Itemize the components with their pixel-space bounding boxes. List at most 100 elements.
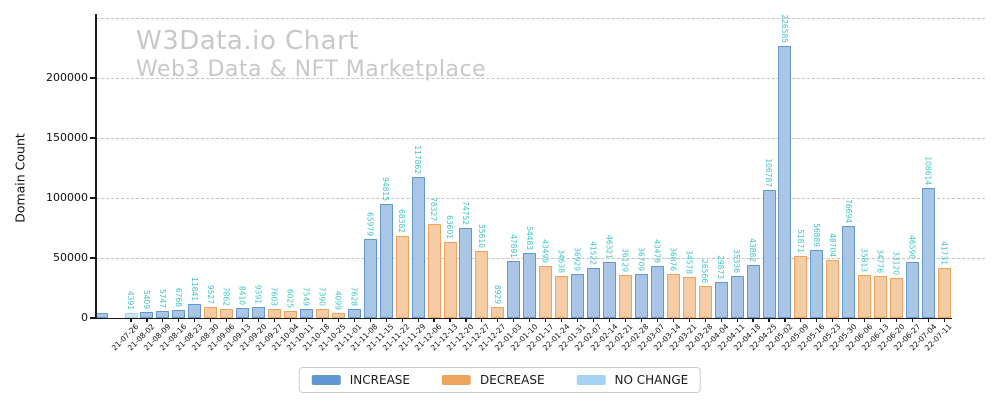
bar: [618, 274, 632, 318]
y-tick-label: 200000: [46, 71, 88, 84]
bar: [331, 313, 345, 318]
x-tick: [305, 318, 308, 322]
gridline: [96, 138, 985, 139]
x-tick: [561, 318, 563, 322]
x-tick: [130, 318, 132, 322]
bar: [156, 311, 170, 318]
gridline: [96, 78, 985, 79]
x-tick: [736, 318, 738, 322]
bar: [794, 255, 808, 318]
bar-value-label: 7603: [269, 286, 279, 306]
gridline: [96, 258, 985, 259]
bar-value-label: 65979: [365, 211, 375, 236]
bar-value-label: 48704: [827, 232, 837, 257]
bar-value-label: 6768: [173, 287, 183, 307]
bar-value-label: 46321: [604, 235, 614, 260]
bar: [587, 268, 601, 318]
legend-label: INCREASE: [349, 373, 410, 387]
y-axis-spine: [95, 14, 97, 318]
bar-value-label: 34776: [875, 249, 885, 274]
bar: [730, 275, 744, 318]
x-tick: [321, 318, 323, 322]
legend-label: NO CHANGE: [614, 373, 689, 387]
legend-item-decrease: DECREASE: [441, 373, 545, 387]
bar-value-label: 56889: [811, 222, 821, 247]
decrease-swatch-icon: [441, 375, 471, 385]
x-tick: [258, 318, 260, 322]
bar: [523, 252, 537, 318]
bar: [268, 308, 282, 318]
y-tick-label: 100000: [46, 191, 88, 204]
bar-value-label: 8929: [492, 285, 502, 305]
bar-value-label: 7390: [317, 287, 327, 307]
bar: [762, 189, 776, 318]
bar: [379, 204, 393, 318]
bar: [363, 238, 377, 318]
bar-value-label: 26566: [700, 259, 710, 284]
x-tick: [194, 318, 196, 322]
x-tick: [273, 318, 276, 322]
x-tick: [752, 318, 754, 322]
x-tick: [337, 318, 339, 322]
bar: [124, 312, 138, 318]
bar-value-label: 35813: [859, 248, 869, 273]
bar-value-label: 7549: [301, 286, 311, 306]
bar: [443, 241, 457, 318]
bar: [507, 260, 521, 318]
bar: [826, 259, 840, 318]
bar: [236, 307, 250, 318]
bar: [874, 276, 888, 318]
increase-swatch-icon: [311, 375, 341, 385]
bar-value-label: 4391: [126, 290, 135, 310]
y-tick-label: 50000: [53, 251, 88, 264]
x-tick: [497, 318, 499, 322]
bar-value-label: 4099: [333, 290, 343, 311]
x-tick: [768, 318, 770, 322]
x-tick: [529, 318, 531, 322]
bar: [906, 262, 920, 318]
bar-value-label: 78327: [429, 197, 439, 221]
bar-value-label: 36129: [620, 247, 630, 272]
x-tick: [864, 318, 866, 322]
bar: [937, 267, 951, 318]
x-tick: [911, 318, 914, 322]
x-tick: [577, 318, 579, 322]
bar: [555, 276, 569, 318]
bar-value-label: 51871: [795, 228, 805, 253]
x-tick: [816, 318, 818, 322]
no-change-swatch-icon: [576, 375, 606, 385]
bar-value-label: 36929: [572, 246, 582, 271]
bar-value-label: 43478: [652, 238, 662, 263]
bar: [395, 235, 409, 318]
bar-value-label: 11841: [189, 276, 199, 301]
bar-value-label: 5747: [157, 289, 167, 309]
bar: [172, 309, 186, 318]
x-tick: [417, 318, 419, 322]
bar: [858, 275, 872, 318]
x-tick: [848, 318, 850, 322]
x-tick: [592, 318, 595, 322]
bar-value-label: 34578: [684, 249, 694, 274]
bar: [491, 307, 505, 318]
bar-value-label: 9527: [205, 284, 215, 304]
gridline: [96, 198, 985, 199]
bar: [347, 308, 361, 318]
bar: [842, 225, 856, 318]
y-tick: [89, 137, 96, 139]
bar-value-label: 41522: [588, 241, 598, 266]
x-tick: [401, 318, 403, 322]
x-tick: [608, 318, 611, 322]
x-tick: [545, 318, 547, 322]
bar: [603, 262, 616, 318]
bar: [475, 251, 489, 318]
y-tick: [89, 257, 96, 259]
bar: [698, 286, 712, 318]
bar-value-label: 29873: [716, 255, 726, 280]
y-tick: [89, 77, 96, 79]
bar: [299, 308, 313, 318]
watermark-title: W3Data.io Chart: [136, 26, 359, 56]
bar-value-label: 226585: [779, 14, 789, 44]
bar: [539, 265, 553, 318]
x-tick: [896, 318, 898, 322]
